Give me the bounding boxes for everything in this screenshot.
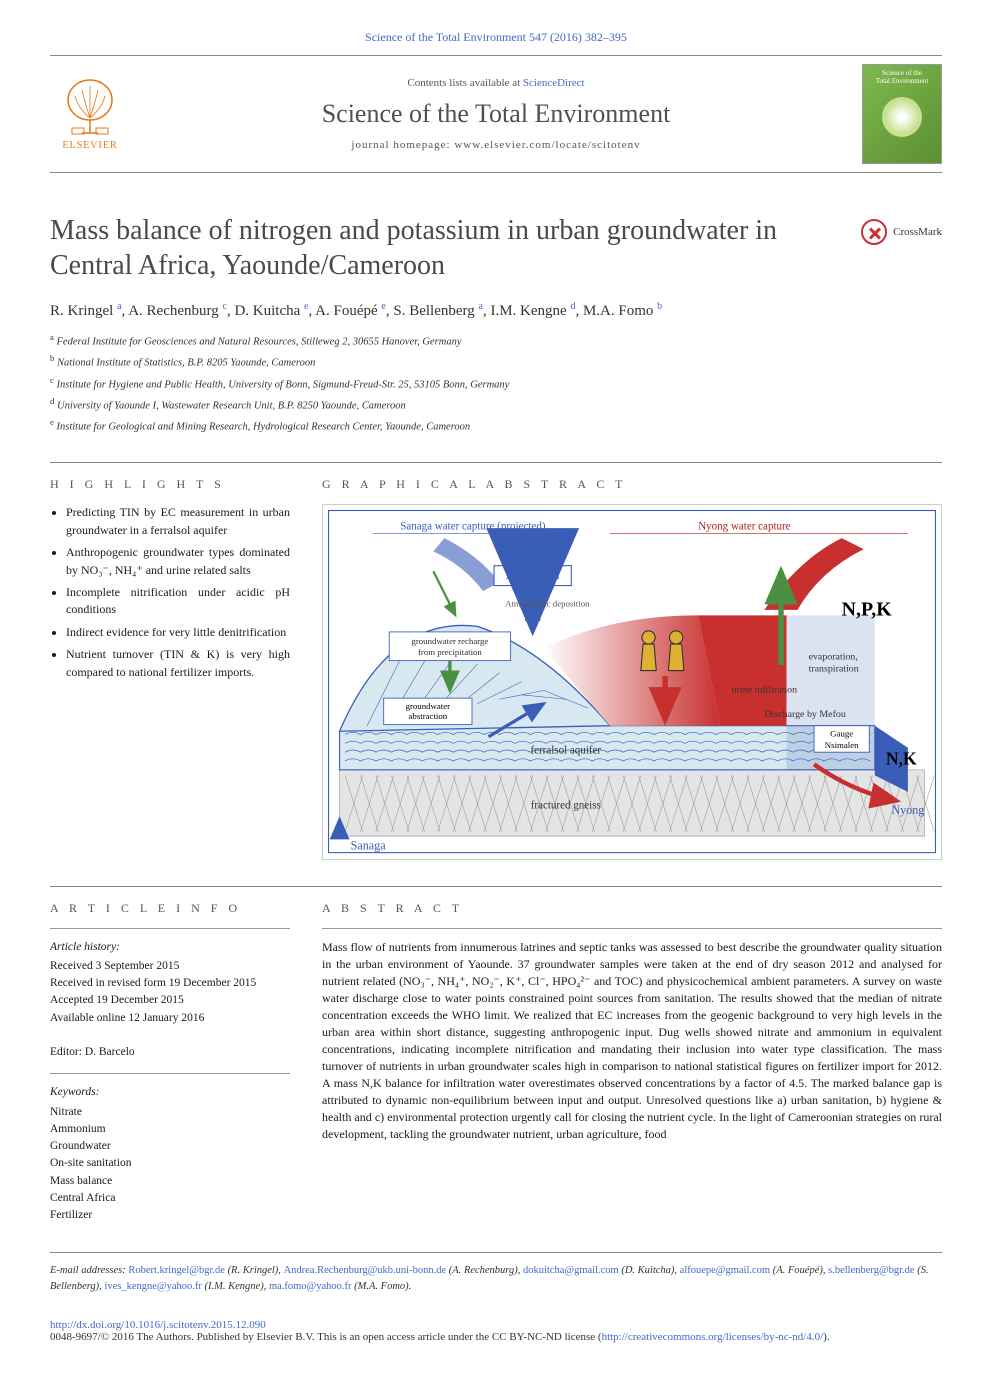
- affiliation-item: e Institute for Geological and Mining Re…: [50, 415, 942, 436]
- article-info-label: A R T I C L E I N F O: [50, 901, 290, 916]
- cover-text-2: Total Environment: [876, 77, 929, 85]
- affiliations: a Federal Institute for Geosciences and …: [50, 330, 942, 436]
- article-info-block: Article history: Received 3 September 20…: [50, 939, 290, 1225]
- journal-cover-thumbnail: Science of the Total Environment: [862, 64, 942, 164]
- highlight-item: Anthropogenic groundwater types dominate…: [66, 544, 290, 579]
- svg-text:abstraction: abstraction: [409, 712, 448, 722]
- email-link[interactable]: Robert.kringel@bgr.de: [128, 1265, 225, 1276]
- email-link[interactable]: s.bellenberg@bgr.de: [828, 1265, 914, 1276]
- svg-text:fractured gneiss: fractured gneiss: [531, 800, 601, 812]
- cc-license-link[interactable]: http://creativecommons.org/licenses/by-n…: [602, 1331, 824, 1343]
- contents-line: Contents lists available at ScienceDirec…: [130, 77, 862, 89]
- copyright-line: 0048-9697/© 2016 The Authors. Published …: [50, 1331, 942, 1343]
- svg-text:transpiration: transpiration: [809, 664, 859, 675]
- email-link[interactable]: ma.fomo@yahoo.fr: [269, 1281, 352, 1292]
- svg-text:Gauge: Gauge: [830, 729, 853, 739]
- svg-text:urine infiltration: urine infiltration: [732, 685, 797, 696]
- svg-text:Sanaga water capture (projecte: Sanaga water capture (projected): [400, 521, 546, 533]
- sciencedirect-link[interactable]: ScienceDirect: [523, 77, 585, 89]
- article-title: Mass balance of nitrogen and potassium i…: [50, 213, 841, 283]
- svg-text:from precipitation: from precipitation: [418, 648, 482, 658]
- crossmark-label: CrossMark: [893, 226, 942, 238]
- highlights-label: H I G H L I G H T S: [50, 477, 290, 492]
- homepage-url[interactable]: www.elsevier.com/locate/scitotenv: [454, 139, 640, 151]
- svg-text:Atmospheric deposition: Atmospheric deposition: [505, 599, 590, 609]
- keyword-item: Mass balance: [50, 1173, 290, 1190]
- email-link[interactable]: ives_kengne@yahoo.fr: [104, 1281, 201, 1292]
- highlight-item: Nutrient turnover (TIN & K) is very high…: [66, 646, 290, 681]
- highlight-item: Incomplete nitrification under acidic pH…: [66, 584, 290, 619]
- editor-name: D. Barcelo: [85, 1046, 135, 1058]
- journal-title: Science of the Total Environment: [130, 99, 862, 129]
- cover-text-1: Science of the: [882, 69, 922, 77]
- email-link[interactable]: Andrea.Rechenburg@ukb.uni-bonn.de: [284, 1265, 447, 1276]
- homepage-line: journal homepage: www.elsevier.com/locat…: [130, 139, 862, 151]
- cover-graphic: [882, 97, 922, 137]
- keyword-item: Fertilizer: [50, 1207, 290, 1224]
- keywords-list: NitrateAmmoniumGroundwaterOn-site sanita…: [50, 1104, 290, 1225]
- abstract-text: Mass flow of nutrients from innumerous l…: [322, 939, 942, 1143]
- article-history-heading: Article history:: [50, 939, 290, 956]
- elsevier-tree-icon: [60, 78, 120, 138]
- affiliation-item: d University of Yaounde I, Wastewater Re…: [50, 394, 942, 415]
- graphical-abstract-label: G R A P H I C A L A B S T R A C T: [322, 477, 942, 492]
- affiliation-item: b National Institute of Statistics, B.P.…: [50, 351, 942, 372]
- publisher-name: ELSEVIER: [62, 140, 117, 151]
- svg-text:ferralsol aquifer: ferralsol aquifer: [530, 745, 601, 757]
- corresponding-emails: E-mail addresses: Robert.kringel@bgr.de …: [50, 1263, 942, 1295]
- authors-line: R. Kringel a, A. Rechenburg c, D. Kuitch…: [50, 301, 942, 320]
- svg-text:evaporation,: evaporation,: [809, 652, 858, 663]
- svg-text:N,P,K: N,P,K: [842, 599, 893, 621]
- doi-link[interactable]: http://dx.doi.org/10.1016/j.scitotenv.20…: [50, 1319, 266, 1331]
- svg-text:groundwater: groundwater: [406, 702, 451, 712]
- highlight-item: Predicting TIN by EC measurement in urba…: [66, 504, 290, 539]
- keyword-item: On-site sanitation: [50, 1155, 290, 1172]
- history-line: Received 3 September 2015: [50, 958, 290, 975]
- crossmark-icon: [861, 219, 887, 245]
- svg-text:Nsimalen: Nsimalen: [825, 740, 859, 750]
- svg-text:Sanaga: Sanaga: [351, 839, 387, 853]
- keyword-item: Ammonium: [50, 1121, 290, 1138]
- journal-header: ELSEVIER Contents lists available at Sci…: [50, 55, 942, 173]
- history-line: Received in revised form 19 December 201…: [50, 975, 290, 992]
- highlights-list: Predicting TIN by EC measurement in urba…: [50, 504, 290, 681]
- keywords-heading: Keywords:: [50, 1084, 290, 1101]
- keyword-item: Nitrate: [50, 1104, 290, 1121]
- graphical-abstract-figure: Mefou Dam Atmospheric deposition groundwat…: [322, 504, 942, 859]
- doi-line: http://dx.doi.org/10.1016/j.scitotenv.20…: [50, 1319, 942, 1331]
- keyword-item: Central Africa: [50, 1190, 290, 1207]
- email-link[interactable]: alfouepe@gmail.com: [680, 1265, 770, 1276]
- highlight-item: Indirect evidence for very little denitr…: [66, 624, 290, 641]
- email-link[interactable]: dokuitcha@gmail.com: [523, 1265, 619, 1276]
- svg-text:groundwater recharge: groundwater recharge: [411, 637, 488, 647]
- affiliation-item: a Federal Institute for Geosciences and …: [50, 330, 942, 351]
- elsevier-logo: ELSEVIER: [50, 69, 130, 159]
- citation-link[interactable]: Science of the Total Environment 547 (20…: [365, 30, 627, 44]
- svg-text:Mefou Dam: Mefou Dam: [506, 570, 560, 582]
- editor-label: Editor:: [50, 1046, 85, 1058]
- history-line: Available online 12 January 2016: [50, 1010, 290, 1027]
- keyword-item: Groundwater: [50, 1138, 290, 1155]
- top-citation: Science of the Total Environment 547 (20…: [50, 30, 942, 45]
- history-line: Accepted 19 December 2015: [50, 992, 290, 1009]
- svg-text:N,K: N,K: [886, 749, 917, 769]
- affiliation-item: c Institute for Hygiene and Public Healt…: [50, 373, 942, 394]
- crossmark-badge[interactable]: CrossMark: [861, 219, 942, 245]
- svg-text:Nyong water capture: Nyong water capture: [698, 521, 790, 533]
- svg-text:Nyong: Nyong: [891, 803, 924, 817]
- abstract-label: A B S T R A C T: [322, 901, 942, 916]
- svg-text:Discharge by Mefou: Discharge by Mefou: [764, 709, 845, 720]
